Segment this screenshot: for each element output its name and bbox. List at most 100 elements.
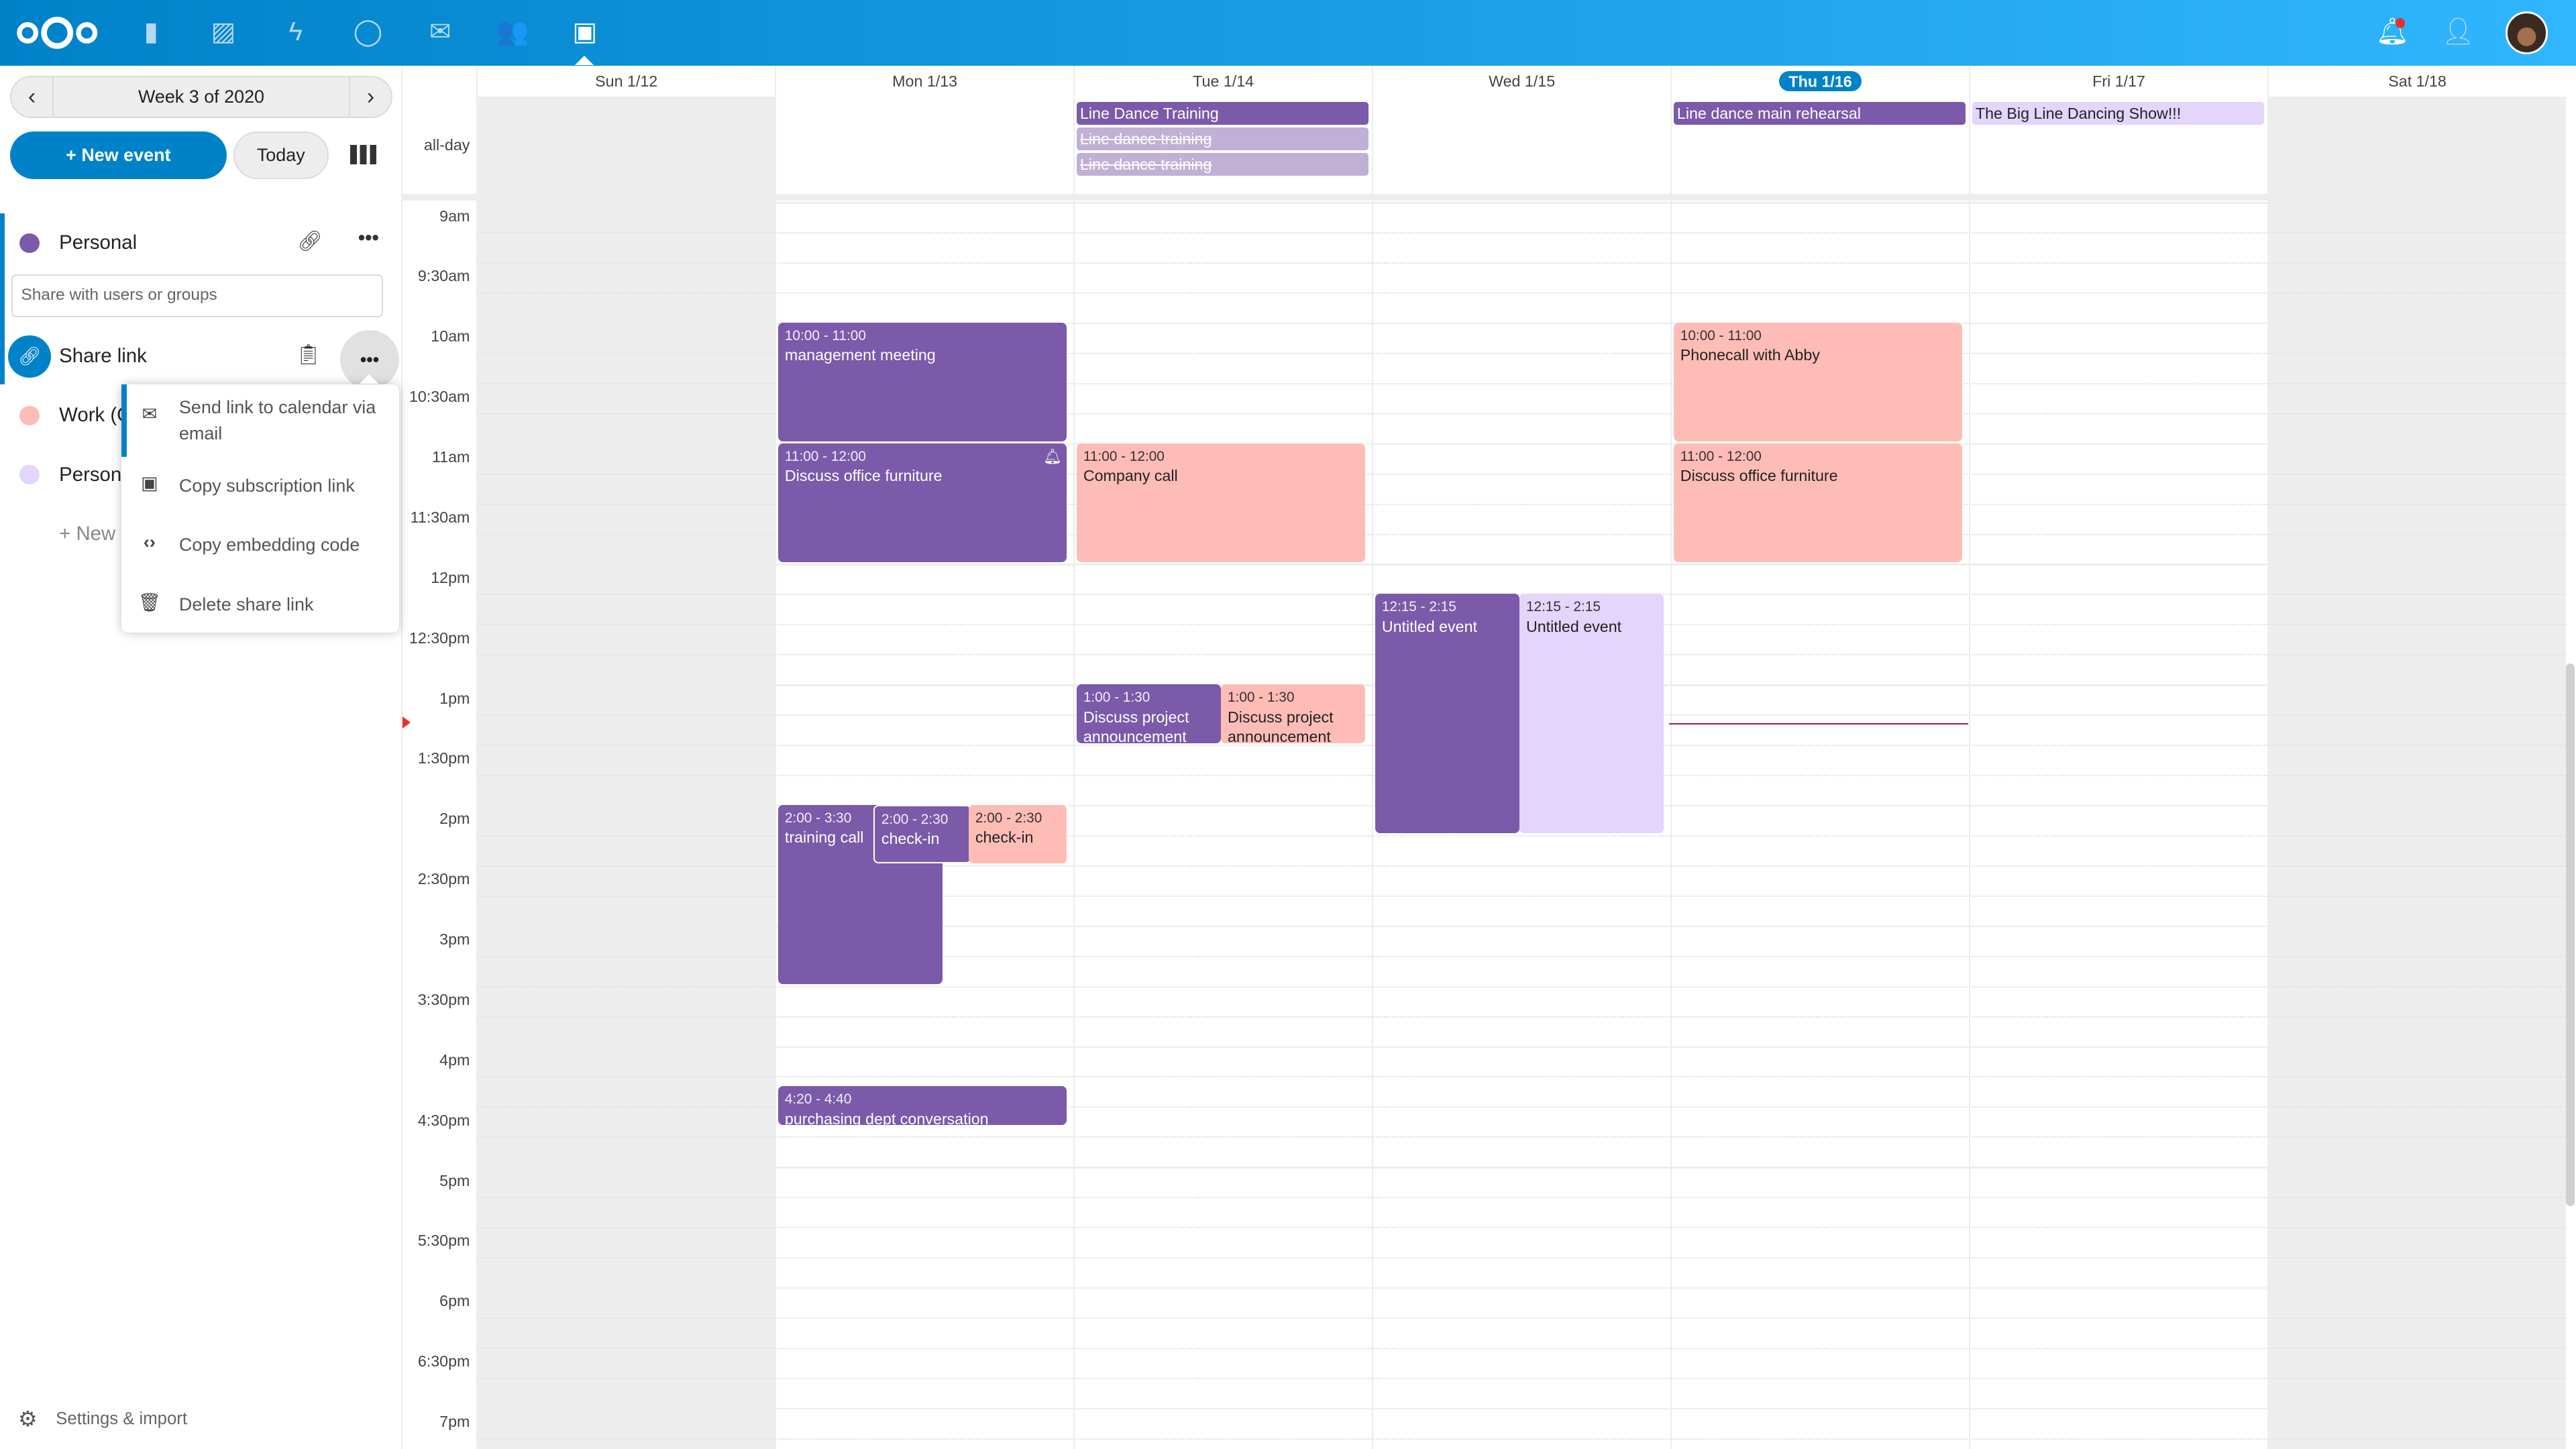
menu-item-copy-subscription[interactable]: ▣ Copy subscription link — [121, 473, 399, 499]
calendar-event[interactable]: 10:00 - 11:00 management meeting — [778, 322, 1067, 442]
event-time: 11:00 - 12:00 — [1680, 448, 1762, 464]
next-week-button[interactable]: › — [348, 76, 392, 117]
calendar-personal[interactable]: Personal — [59, 231, 138, 254]
day-header[interactable]: Tue 1/14 — [1073, 65, 1372, 97]
event-title: Untitled event — [1525, 617, 1622, 635]
calendar-personal-2[interactable]: Persona — [59, 463, 133, 486]
calendar-event[interactable]: 11:00 - 12:00 Discuss office furniture — [1674, 443, 1963, 563]
event-time: 11:00 - 12:00 — [1083, 448, 1165, 464]
mail-icon[interactable]: ✉ — [429, 17, 451, 47]
allday-event[interactable]: Line dance training — [1077, 152, 1369, 176]
menu-item-delete-share[interactable]: 🗑︎ Delete share link — [138, 592, 314, 614]
time-label: 7pm — [439, 1413, 470, 1431]
day-header[interactable]: Mon 1/13 — [775, 65, 1073, 97]
date-picker: ‹ Week 3 of 2020 › — [9, 75, 393, 119]
event-title: Company call — [1083, 467, 1178, 484]
settings-icon[interactable]: ⚙ — [17, 1407, 38, 1432]
grid-line — [476, 1257, 2567, 1258]
grid-line — [476, 1046, 2567, 1048]
event-time: 2:00 - 2:30 — [881, 811, 949, 827]
grid-line — [476, 503, 2567, 505]
calendar-event[interactable]: 12:15 - 2:15 Untitled event — [1519, 594, 1664, 834]
grid-line — [476, 1197, 2567, 1198]
settings-import-button[interactable]: Settings & import — [56, 1409, 187, 1429]
today-button[interactable]: Today — [233, 131, 329, 179]
activity-icon[interactable]: ϟ — [288, 17, 303, 47]
share-link-icon[interactable]: 🔗︎ — [297, 229, 323, 252]
notifications-icon[interactable]: 🔔︎ — [2375, 17, 2409, 47]
day-column[interactable] — [775, 97, 1073, 1449]
calendar-icon[interactable]: ▣ — [572, 17, 598, 47]
calendar-work[interactable]: Work (C — [59, 404, 131, 427]
calendar-event[interactable]: 4:20 - 4:40 purchasing dept conversation — [778, 1086, 1067, 1125]
event-time: 2:00 - 3:30 — [784, 810, 852, 826]
grid-line — [476, 835, 2567, 837]
week-label[interactable]: Week 3 of 2020 — [138, 86, 265, 107]
day-column[interactable] — [2267, 97, 2567, 1449]
previous-week-button[interactable]: ‹ — [11, 76, 54, 117]
calendar-event[interactable]: 1:00 - 1:30 Discuss project announcement — [1077, 684, 1222, 743]
time-label: 11am — [431, 448, 470, 466]
allday-event[interactable]: Line Dance Training — [1077, 101, 1369, 125]
new-calendar-button[interactable]: + New c — [59, 522, 131, 545]
calendar-color-dot[interactable] — [19, 233, 40, 254]
calendar-event[interactable]: 12:15 - 2:15 Untitled event — [1375, 594, 1520, 834]
time-label: 12pm — [431, 568, 470, 586]
calendar-event[interactable]: 2:00 - 2:30 check-in — [969, 804, 1067, 864]
new-event-button[interactable]: + New event — [9, 131, 227, 179]
allday-event[interactable]: Line dance main rehearsal — [1674, 101, 1966, 125]
copy-to-clipboard-icon[interactable]: 📋︎ — [295, 343, 321, 366]
grid-line — [476, 473, 2567, 475]
day-header[interactable]: Sat 1/18 — [2267, 65, 2566, 97]
calendar-color-dot[interactable] — [19, 405, 40, 426]
calendar-event[interactable]: 2:00 - 3:30 training call — [778, 804, 943, 985]
grid-line — [476, 1347, 2567, 1349]
day-column[interactable] — [476, 97, 775, 1449]
grid-line — [476, 1136, 2567, 1138]
grid-line — [476, 1287, 2567, 1289]
calendar-event[interactable]: 11:00 - 12:00 Discuss office furniture 🔔︎ — [778, 443, 1067, 563]
grid-line — [476, 925, 2567, 928]
calendar-event[interactable]: 11:00 - 12:00 Company call — [1077, 443, 1366, 563]
day-label: Fri 1/17 — [2092, 72, 2145, 90]
grid-line — [476, 895, 2567, 897]
contacts-menu-icon[interactable]: 👤︎ — [2441, 17, 2475, 47]
calendar-event[interactable]: 1:00 - 1:30 Discuss project announcement — [1221, 684, 1366, 743]
grid-line — [476, 1106, 2567, 1108]
share-search-input[interactable]: Share with users or groups — [11, 274, 383, 317]
day-header[interactable]: Sun 1/12 — [476, 65, 775, 97]
view-switcher-icon[interactable] — [350, 144, 376, 164]
day-column[interactable] — [1073, 97, 1372, 1449]
day-column[interactable] — [1670, 97, 1969, 1449]
day-header[interactable]: Wed 1/15 — [1372, 65, 1670, 97]
avatar[interactable] — [2505, 11, 2548, 54]
scrollbar[interactable] — [2566, 663, 2575, 1206]
grid-line — [476, 202, 2567, 204]
menu-arrow — [360, 374, 379, 384]
day-header[interactable]: Thu 1/16 — [1670, 65, 1969, 97]
grid-line — [476, 1016, 2567, 1018]
day-column[interactable] — [1372, 97, 1670, 1449]
time-label: 5pm — [439, 1171, 470, 1189]
more-options-icon[interactable]: ••• — [358, 226, 379, 249]
menu-item-copy-embed[interactable]: ‹› Copy embedding code — [121, 532, 399, 558]
allday-event[interactable]: Line dance training — [1077, 127, 1369, 151]
talk-icon[interactable]: ◯ — [353, 17, 383, 47]
time-label: 9:30am — [417, 267, 470, 285]
time-label: 6pm — [439, 1292, 470, 1310]
menu-item-send-email[interactable]: ✉ Send link to calendar via email — [121, 394, 399, 453]
day-column[interactable] — [1969, 97, 2267, 1449]
time-label: 1pm — [439, 689, 470, 707]
bell-icon: 🔔︎ — [1043, 447, 1063, 465]
calendar-event[interactable]: 10:00 - 11:00 Phonecall with Abby — [1674, 322, 1963, 442]
contacts-icon[interactable]: 👥 — [496, 17, 529, 47]
grid-line — [476, 533, 2567, 535]
active-item-indicator — [121, 384, 127, 457]
photos-icon[interactable]: ▨ — [211, 17, 236, 47]
calendar-color-dot[interactable] — [19, 465, 40, 485]
day-header[interactable]: Fri 1/17 — [1969, 65, 2267, 97]
files-icon[interactable]: ▮ — [144, 17, 159, 47]
allday-event[interactable]: The Big Line Dancing Show!!! — [1972, 101, 2265, 125]
nextcloud-logo[interactable] — [16, 15, 98, 51]
calendar-event[interactable]: 2:00 - 2:30 check-in — [873, 804, 972, 864]
